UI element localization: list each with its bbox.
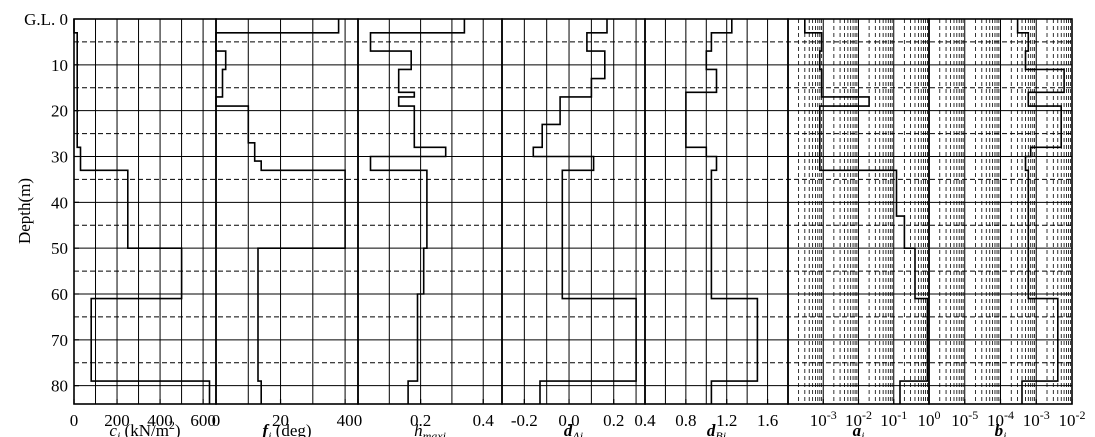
panel-6: 10-3 10-2 10-1 100 ai (787, 18, 941, 437)
profile-line (1016, 19, 1065, 404)
panel-2: 0 20 40 fi (deg) (212, 18, 359, 437)
panel-5: 0.4 0.8 1.2 1.6 dBi (634, 18, 789, 437)
x-tick-label: 400 (147, 411, 173, 430)
x-tick-label: 1.2 (716, 411, 737, 430)
profile-line (369, 19, 466, 404)
x-tick-label: 10-2 (845, 408, 872, 430)
profile-line (685, 19, 759, 404)
y-tick-label: 10 (51, 56, 68, 75)
profile-line (532, 19, 637, 404)
panel-4: -0.2 0.0 0.2 dAi (501, 18, 646, 437)
y-tick-label: 40 (51, 193, 68, 212)
y-tick-label: 20 (51, 102, 68, 121)
profile-line (73, 19, 211, 404)
panel-1: 0 200 400 600 ci (kN/m2) (70, 18, 217, 437)
x-axis-label: ai (853, 421, 865, 437)
y-tick-label: 60 (51, 285, 68, 304)
y-tick-label: 70 (51, 331, 68, 350)
x-tick-label: 40 (337, 411, 354, 430)
x-axis-label: dAi (564, 421, 583, 437)
x-axis-label: bi (995, 421, 1007, 437)
x-tick-label: 100 (918, 408, 941, 430)
y-axis-label: Depth(m) (15, 178, 34, 244)
panel-7: 10-5 10-4 10-3 10-2 bi (928, 18, 1086, 437)
x-tick-label: 0 (354, 411, 363, 430)
x-tick-label: 0.4 (634, 411, 656, 430)
x-tick-label: 0.0 (558, 411, 579, 430)
x-axis-label: ci (kN/m2) (109, 418, 180, 437)
profile-line (803, 19, 929, 404)
x-axis-label: dBi (707, 421, 726, 437)
x-tick-label: 600 (190, 411, 216, 430)
x-axis-label: fi (deg) (262, 421, 311, 437)
x-tick-label: 200 (104, 411, 130, 430)
x-tick-label: 1.6 (757, 411, 778, 430)
depth-gridlines (74, 41, 1072, 387)
y-axis-top-label: G.L. 0 (24, 10, 68, 29)
panel-frame (501, 18, 646, 405)
y-tick-label: 50 (51, 239, 68, 258)
x-tick-label: 0.8 (675, 411, 696, 430)
y-axis: G.L. 0 10 20 30 40 50 60 70 80 Depth(m) (15, 10, 79, 396)
x-tick-label: 0.4 (473, 411, 495, 430)
profile-line (215, 19, 346, 404)
x-axis-label: hmaxi (414, 421, 446, 437)
x-tick-label: 0.2 (603, 411, 624, 430)
x-tick-label: -0.2 (511, 411, 538, 430)
x-tick-label: 10-3 (810, 408, 837, 430)
x-tick-label: 0.2 (410, 411, 431, 430)
x-tick-label: 10-5 (951, 408, 978, 430)
y-tick-label: 80 (51, 377, 68, 396)
x-tick-label: 10-3 (1023, 408, 1050, 430)
x-tick-label: 0 (70, 411, 79, 430)
panel-3: 0 0.2 0.4 hmaxi (354, 18, 503, 437)
x-tick-label: 10-1 (880, 408, 907, 430)
x-tick-label: 0 (212, 411, 221, 430)
x-tick-label: 10-2 (1059, 408, 1086, 430)
panel-frame (215, 18, 359, 405)
y-tick-label: 30 (51, 148, 68, 167)
x-tick-label: 20 (272, 411, 289, 430)
x-tick-label: 10-4 (987, 408, 1014, 430)
panel-frame (357, 18, 503, 405)
